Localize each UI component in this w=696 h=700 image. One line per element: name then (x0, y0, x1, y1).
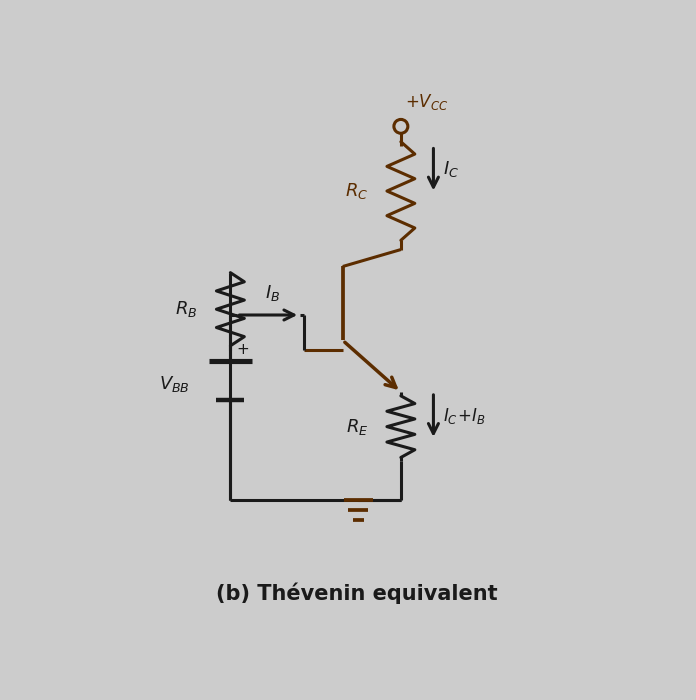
Text: $V_{BB}$: $V_{BB}$ (159, 374, 190, 394)
Text: $R_B$: $R_B$ (175, 299, 198, 319)
Text: $R_E$: $R_E$ (346, 416, 368, 437)
Text: +: + (237, 342, 249, 357)
Text: $I_C$: $I_C$ (443, 160, 459, 179)
Text: $R_C$: $R_C$ (345, 181, 368, 201)
Text: $+V_{CC}$: $+V_{CC}$ (405, 92, 448, 113)
Text: (b) Thévenin equivalent: (b) Thévenin equivalent (216, 583, 498, 605)
Text: $I_B$: $I_B$ (265, 284, 280, 304)
Text: $I_C\!+\!I_B$: $I_C\!+\!I_B$ (443, 406, 485, 426)
